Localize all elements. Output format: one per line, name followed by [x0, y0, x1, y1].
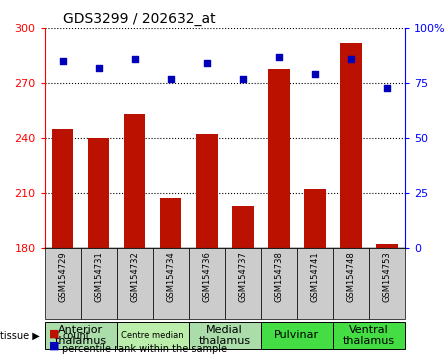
Text: Ventral
thalamus: Ventral thalamus [343, 325, 395, 346]
Bar [333, 248, 369, 319]
Text: percentile rank within the sample: percentile rank within the sample [62, 344, 227, 354]
Bar [369, 248, 405, 319]
Text: Anterior
thalamus: Anterior thalamus [54, 325, 107, 346]
Text: GSM154732: GSM154732 [130, 251, 139, 302]
Point [95, 65, 102, 71]
Bar [124, 114, 146, 248]
Bar [225, 248, 261, 319]
Text: GSM154748: GSM154748 [346, 251, 356, 302]
Text: GSM154729: GSM154729 [58, 251, 67, 302]
Point [59, 58, 66, 64]
Text: GSM154734: GSM154734 [166, 251, 175, 302]
Point [131, 56, 138, 62]
Point [203, 61, 210, 66]
Bar [153, 248, 189, 319]
Bar [189, 248, 225, 319]
Point [167, 76, 174, 82]
Bar [333, 322, 405, 349]
Bar [160, 198, 182, 248]
Point [384, 85, 391, 90]
Text: Pulvinar: Pulvinar [274, 330, 320, 341]
Bar [304, 189, 326, 248]
Text: Medial
thalamus: Medial thalamus [198, 325, 251, 346]
Point [348, 56, 355, 62]
Bar [340, 43, 362, 248]
Text: count: count [62, 331, 90, 341]
Text: GSM154736: GSM154736 [202, 251, 211, 302]
Text: ■: ■ [49, 341, 60, 351]
Text: GDS3299 / 202632_at: GDS3299 / 202632_at [62, 12, 215, 26]
Point [275, 54, 283, 60]
Text: Centre median: Centre median [121, 331, 184, 340]
Bar [81, 248, 117, 319]
Bar [117, 248, 153, 319]
Bar [261, 248, 297, 319]
Text: GSM154737: GSM154737 [238, 251, 247, 302]
Point [239, 76, 247, 82]
Bar [44, 248, 81, 319]
Bar [268, 69, 290, 248]
Bar [261, 322, 333, 349]
Bar [117, 322, 189, 349]
Text: GSM154741: GSM154741 [310, 251, 320, 302]
Bar [189, 322, 261, 349]
Bar [196, 135, 218, 248]
Bar [376, 244, 398, 248]
Bar [88, 138, 109, 248]
Bar [232, 206, 254, 248]
Text: tissue ▶: tissue ▶ [0, 330, 40, 341]
Bar [297, 248, 333, 319]
Text: GSM154753: GSM154753 [382, 251, 392, 302]
Point [312, 72, 319, 77]
Text: GSM154731: GSM154731 [94, 251, 103, 302]
Bar [44, 322, 117, 349]
Bar [52, 129, 73, 248]
Text: ■: ■ [49, 328, 60, 338]
Text: GSM154738: GSM154738 [274, 251, 283, 302]
